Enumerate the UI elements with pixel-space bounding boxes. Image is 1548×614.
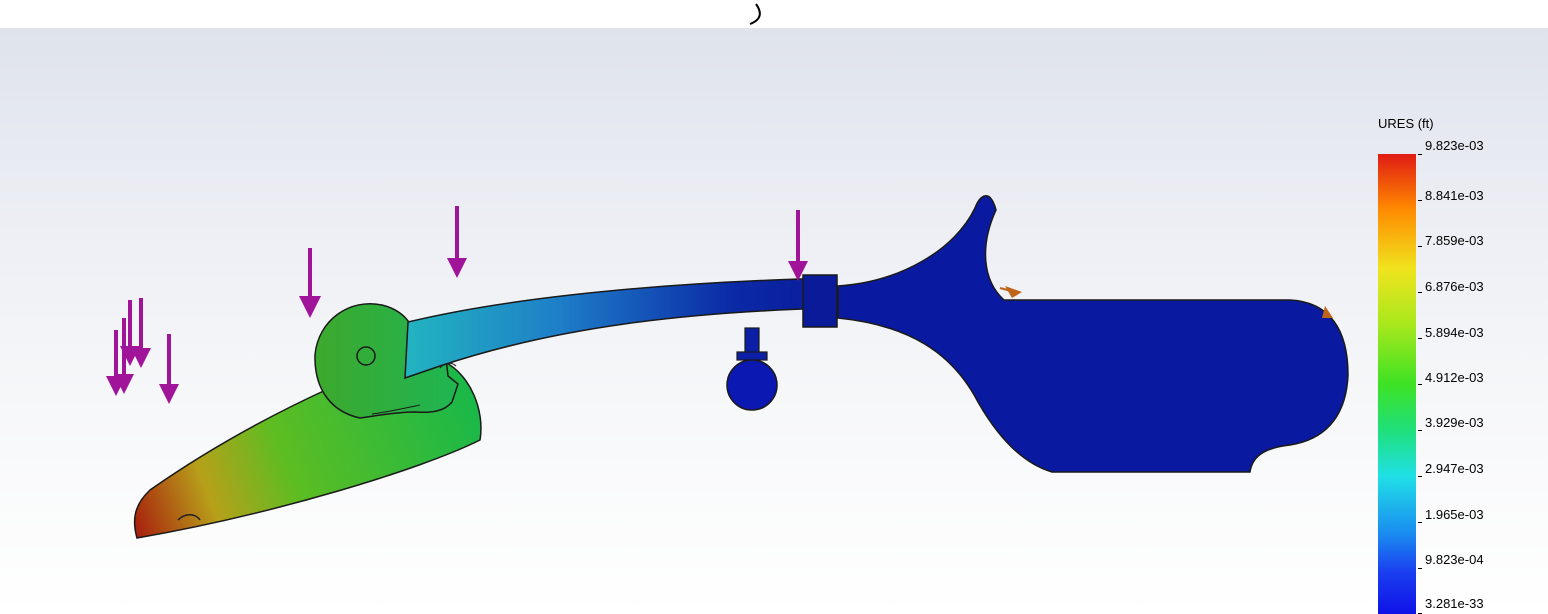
legend-tick (1418, 568, 1422, 569)
arm-collar[interactable] (802, 274, 838, 328)
legend-label-7: 2.947e-03 (1425, 461, 1484, 476)
legend-label-4: 5.894e-03 (1425, 325, 1484, 340)
legend-tick (1418, 200, 1422, 201)
legend-tick (1418, 430, 1422, 431)
legend-color-bar (1378, 154, 1416, 614)
legend-label-6: 3.929e-03 (1425, 415, 1484, 430)
graphics-viewport[interactable] (0, 28, 1548, 614)
ures-legend: URES (ft) 9.823e-03 8.841e-03 7.859e-03 … (1340, 116, 1540, 614)
legend-tick (1418, 338, 1422, 339)
legend-tick (1418, 154, 1422, 155)
legend-label-5: 4.912e-03 (1425, 370, 1484, 385)
legend-tick (1418, 522, 1422, 523)
ball-joint[interactable] (726, 359, 778, 411)
load-arrows (106, 206, 808, 404)
legend-label-9: 9.823e-04 (1425, 552, 1484, 567)
legend-tick (1418, 384, 1422, 385)
top-strip (0, 0, 1548, 28)
base-body[interactable] (837, 195, 1349, 473)
legend-label-0: 9.823e-03 (1425, 138, 1484, 153)
legend-title: URES (ft) (1378, 116, 1434, 131)
stray-glyph (749, 3, 761, 25)
model-view[interactable] (0, 28, 1548, 614)
legend-label-1: 8.841e-03 (1425, 188, 1484, 203)
fixture-arrows (999, 286, 1333, 318)
head-disc[interactable] (314, 303, 459, 419)
legend-tick (1418, 246, 1422, 247)
arm-beam[interactable] (404, 277, 833, 380)
legend-label-8: 1.965e-03 (1425, 507, 1484, 522)
legend-tick (1418, 476, 1422, 477)
legend-tick (1418, 292, 1422, 293)
legend-label-2: 7.859e-03 (1425, 233, 1484, 248)
legend-label-3: 6.876e-03 (1425, 279, 1484, 294)
legend-label-10: 3.281e-33 (1425, 596, 1484, 611)
pivot-hole[interactable] (356, 346, 376, 366)
